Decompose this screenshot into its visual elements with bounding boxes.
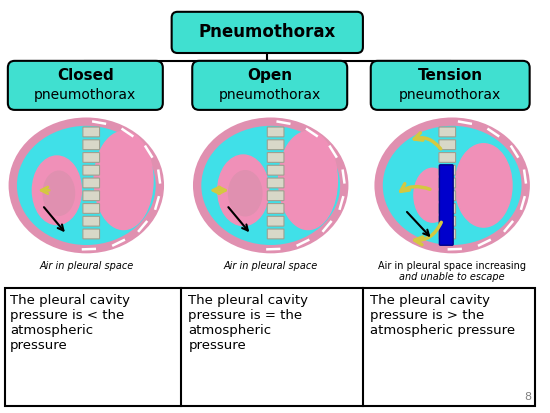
Ellipse shape <box>278 131 337 230</box>
Ellipse shape <box>32 156 81 225</box>
Text: Closed: Closed <box>57 68 114 83</box>
Ellipse shape <box>94 131 153 230</box>
Text: Air in pleural space increasing: Air in pleural space increasing <box>378 261 526 271</box>
Ellipse shape <box>455 144 512 227</box>
FancyBboxPatch shape <box>172 12 363 53</box>
FancyBboxPatch shape <box>267 191 284 201</box>
FancyBboxPatch shape <box>439 191 455 201</box>
Text: The pleural cavity
pressure is > the
atmospheric pressure: The pleural cavity pressure is > the atm… <box>370 294 515 337</box>
FancyBboxPatch shape <box>8 61 163 110</box>
Text: Air in pleural space: Air in pleural space <box>224 261 318 271</box>
Text: pneumothorax: pneumothorax <box>218 88 321 102</box>
FancyBboxPatch shape <box>371 61 530 110</box>
FancyBboxPatch shape <box>439 140 455 150</box>
Text: Tension: Tension <box>417 68 483 83</box>
FancyBboxPatch shape <box>83 229 100 239</box>
FancyBboxPatch shape <box>83 140 100 150</box>
FancyBboxPatch shape <box>267 204 284 214</box>
FancyBboxPatch shape <box>267 178 284 188</box>
FancyBboxPatch shape <box>439 216 455 226</box>
Ellipse shape <box>414 168 451 222</box>
FancyBboxPatch shape <box>267 216 284 226</box>
Ellipse shape <box>218 155 269 225</box>
Bar <box>5 288 535 406</box>
Text: The pleural cavity
pressure is < the
atmospheric
pressure: The pleural cavity pressure is < the atm… <box>10 294 130 352</box>
FancyBboxPatch shape <box>439 178 455 188</box>
Ellipse shape <box>13 122 160 249</box>
FancyBboxPatch shape <box>267 152 284 162</box>
FancyBboxPatch shape <box>267 127 284 137</box>
Text: pneumothorax: pneumothorax <box>399 88 502 102</box>
Text: The pleural cavity
pressure is = the
atmospheric
pressure: The pleural cavity pressure is = the atm… <box>188 294 309 352</box>
FancyBboxPatch shape <box>83 152 100 162</box>
FancyBboxPatch shape <box>267 229 284 239</box>
FancyBboxPatch shape <box>83 178 100 188</box>
FancyBboxPatch shape <box>267 165 284 175</box>
FancyBboxPatch shape <box>83 216 100 226</box>
Text: Pneumothorax: Pneumothorax <box>199 24 336 41</box>
FancyBboxPatch shape <box>267 140 284 150</box>
Ellipse shape <box>229 171 262 216</box>
Text: 8: 8 <box>525 392 532 402</box>
FancyBboxPatch shape <box>439 204 455 214</box>
FancyBboxPatch shape <box>192 61 347 110</box>
FancyBboxPatch shape <box>439 165 455 175</box>
Text: Open: Open <box>247 68 292 83</box>
Text: Air in pleural space: Air in pleural space <box>39 261 134 271</box>
Ellipse shape <box>378 122 526 249</box>
FancyBboxPatch shape <box>83 127 100 137</box>
Text: and unable to escape: and unable to escape <box>399 272 505 282</box>
FancyBboxPatch shape <box>439 127 455 137</box>
FancyBboxPatch shape <box>83 165 100 175</box>
Text: pneumothorax: pneumothorax <box>34 88 136 102</box>
Ellipse shape <box>43 171 75 215</box>
FancyBboxPatch shape <box>439 165 453 245</box>
FancyBboxPatch shape <box>439 229 455 239</box>
Ellipse shape <box>197 122 344 249</box>
FancyBboxPatch shape <box>83 191 100 201</box>
FancyBboxPatch shape <box>83 204 100 214</box>
FancyBboxPatch shape <box>439 152 455 162</box>
